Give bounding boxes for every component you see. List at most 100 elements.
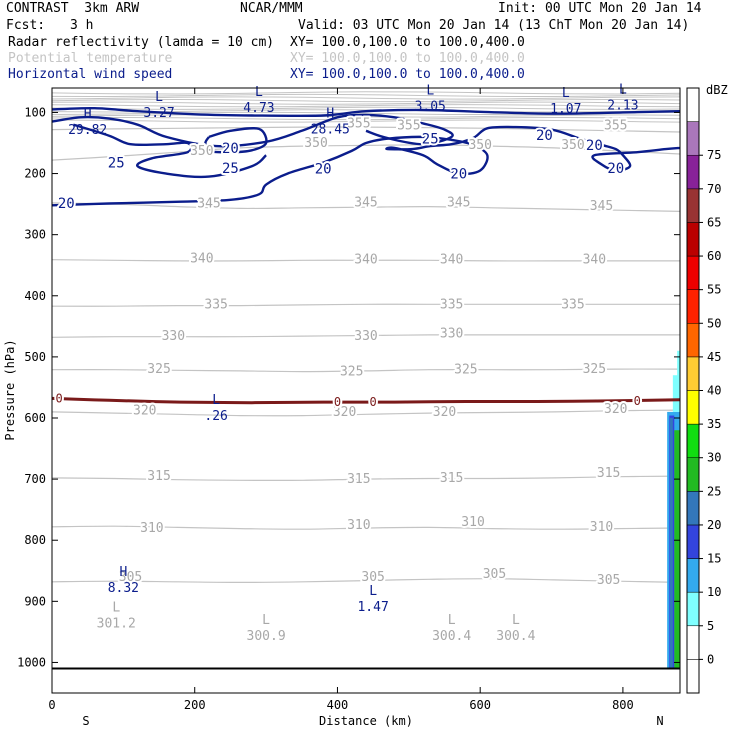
wind-label-halo: 25 (422, 132, 439, 148)
colorbar-swatch (686, 323, 700, 358)
x-axis-label: Distance (km) (319, 714, 413, 728)
x-tick-label: 200 (184, 698, 206, 712)
field-reflectivity-name: Radar reflectivity (lamda = 10 cm) (8, 35, 275, 50)
forecast-label: Fcst: (6, 18, 46, 33)
theta-label: 320 (133, 404, 156, 419)
wind-label: 25 (422, 132, 439, 148)
colorbar-label: 65 (707, 215, 721, 229)
reflectivity-layer (52, 350, 680, 669)
theta-upper-contour (52, 91, 680, 95)
theta-label-halo: 335 (204, 297, 227, 312)
theta-label: 335 (561, 297, 584, 312)
wind-contour-20 (52, 125, 680, 207)
wind-extremum-value: 8.32 (108, 581, 139, 596)
reflectivity-zero-label: 0 (334, 395, 341, 409)
theta-label-halo: 310 (347, 518, 370, 533)
theta-upper-contour (52, 96, 680, 100)
wind-label-halo: 25 (222, 161, 239, 177)
theta-upper-contour (52, 101, 680, 105)
theta-extremum-value: 300.4 (432, 629, 471, 644)
theta-extremum-mark: L (448, 613, 456, 628)
theta-label: 330 (162, 329, 185, 344)
theta-label-halo: 345 (447, 195, 470, 210)
colorbar-swatch (686, 255, 700, 290)
theta-label-halo: 335 (561, 297, 584, 312)
theta-label-halo: 320 (133, 404, 156, 419)
theta-upper-contour (52, 93, 680, 98)
theta-upper-contour (52, 106, 680, 110)
theta-label-halo: 320 (433, 405, 456, 420)
y-tick-label: 200 (24, 167, 46, 181)
theta-extremum-value: 300.4 (496, 629, 535, 644)
theta-label: 355 (347, 116, 370, 131)
theta-contour-355 (52, 126, 680, 133)
theta-label: 345 (590, 199, 613, 214)
theta-contour-310 (52, 525, 680, 530)
field-reflectivity-xy: XY= 100.0,100.0 to 100.0,400.0 (290, 35, 525, 50)
theta-label: 325 (454, 363, 477, 378)
theta-label: 305 (361, 570, 384, 585)
field-wind-name: Horizontal wind speed (8, 67, 173, 82)
reflectivity-zero-label: 0 (634, 394, 641, 408)
theta-label: 350 (561, 138, 584, 153)
theta-label-halo: 355 (397, 118, 420, 133)
colorbar-swatch (686, 423, 700, 458)
theta-contour-335 (52, 303, 680, 307)
wind-extremum-mark: H (119, 565, 127, 580)
wind-extremum-mark: L (426, 84, 434, 99)
theta-label-halo: 340 (354, 253, 377, 268)
theta-upper-contour (52, 116, 680, 121)
colorbar-label: 0 (707, 652, 714, 666)
reflectivity-zero-label-halo: 0 (634, 394, 641, 408)
theta-label-halo: 325 (340, 365, 363, 380)
reflectivity-zero-label: 0 (370, 395, 377, 409)
theta-label: 315 (597, 466, 620, 481)
theta-label-halo: 330 (162, 329, 185, 344)
y-tick-label: 400 (24, 289, 46, 303)
x-axis-north-label: N (656, 714, 663, 728)
wind-label: 20 (315, 162, 332, 178)
y-tick-label: 700 (24, 472, 46, 486)
theta-label-halo: 315 (597, 466, 620, 481)
wind-extremum-mark: H (326, 106, 334, 121)
theta-label-halo: 340 (583, 253, 606, 268)
wind-label-halo: 20 (315, 162, 332, 178)
theta-contour-315 (52, 475, 680, 482)
colorbar-label: 55 (707, 283, 721, 297)
theta-contour-340 (52, 259, 680, 262)
wind-extremum-mark: H (84, 107, 92, 122)
field-theta-xy: XY= 100.0,100.0 to 100.0,400.0 (290, 51, 525, 66)
theta-extremum-value: 301.2 (97, 617, 136, 632)
model-name: CONTRAST 3km ARW (6, 1, 140, 16)
theta-label: 330 (354, 329, 377, 344)
theta-label-halo: 350 (561, 138, 584, 153)
theta-label-halo: 355 (604, 118, 627, 133)
theta-label-halo: 310 (461, 515, 484, 530)
colorbar-swatch (686, 154, 700, 190)
colorbar-label: 30 (707, 451, 721, 465)
theta-contour-325 (52, 368, 680, 373)
colorbar-swatch (686, 390, 700, 425)
colorbar-swatch (686, 558, 700, 593)
wind-extremum-value: 1.07 (550, 102, 581, 117)
colorbar-swatch (686, 591, 700, 627)
colorbar-label: 70 (707, 182, 721, 196)
y-tick-label: 300 (24, 228, 46, 242)
reflectivity-cell (670, 418, 673, 669)
theta-label-halo: 345 (197, 197, 220, 212)
colorbar-swatch (686, 87, 700, 122)
y-tick-label: 600 (24, 411, 46, 425)
colorbar-label: 10 (707, 585, 721, 599)
reflectivity-zero-label-halo: 0 (370, 395, 377, 409)
colorbar-swatch (686, 222, 700, 257)
reflectivity-cell (674, 430, 680, 669)
colorbar-label: 75 (707, 148, 721, 162)
colorbar-label: 25 (707, 484, 721, 498)
wind-label-halo: 25 (108, 156, 125, 172)
field-wind-xy: XY= 100.0,100.0 to 100.0,400.0 (290, 67, 525, 82)
wind-jet-contour (52, 106, 680, 118)
theta-label-halo: 325 (147, 362, 170, 377)
colorbar-swatch (686, 289, 700, 324)
wind-extremum-mark: L (255, 85, 263, 100)
wind-extremum-mark: L (369, 584, 377, 599)
